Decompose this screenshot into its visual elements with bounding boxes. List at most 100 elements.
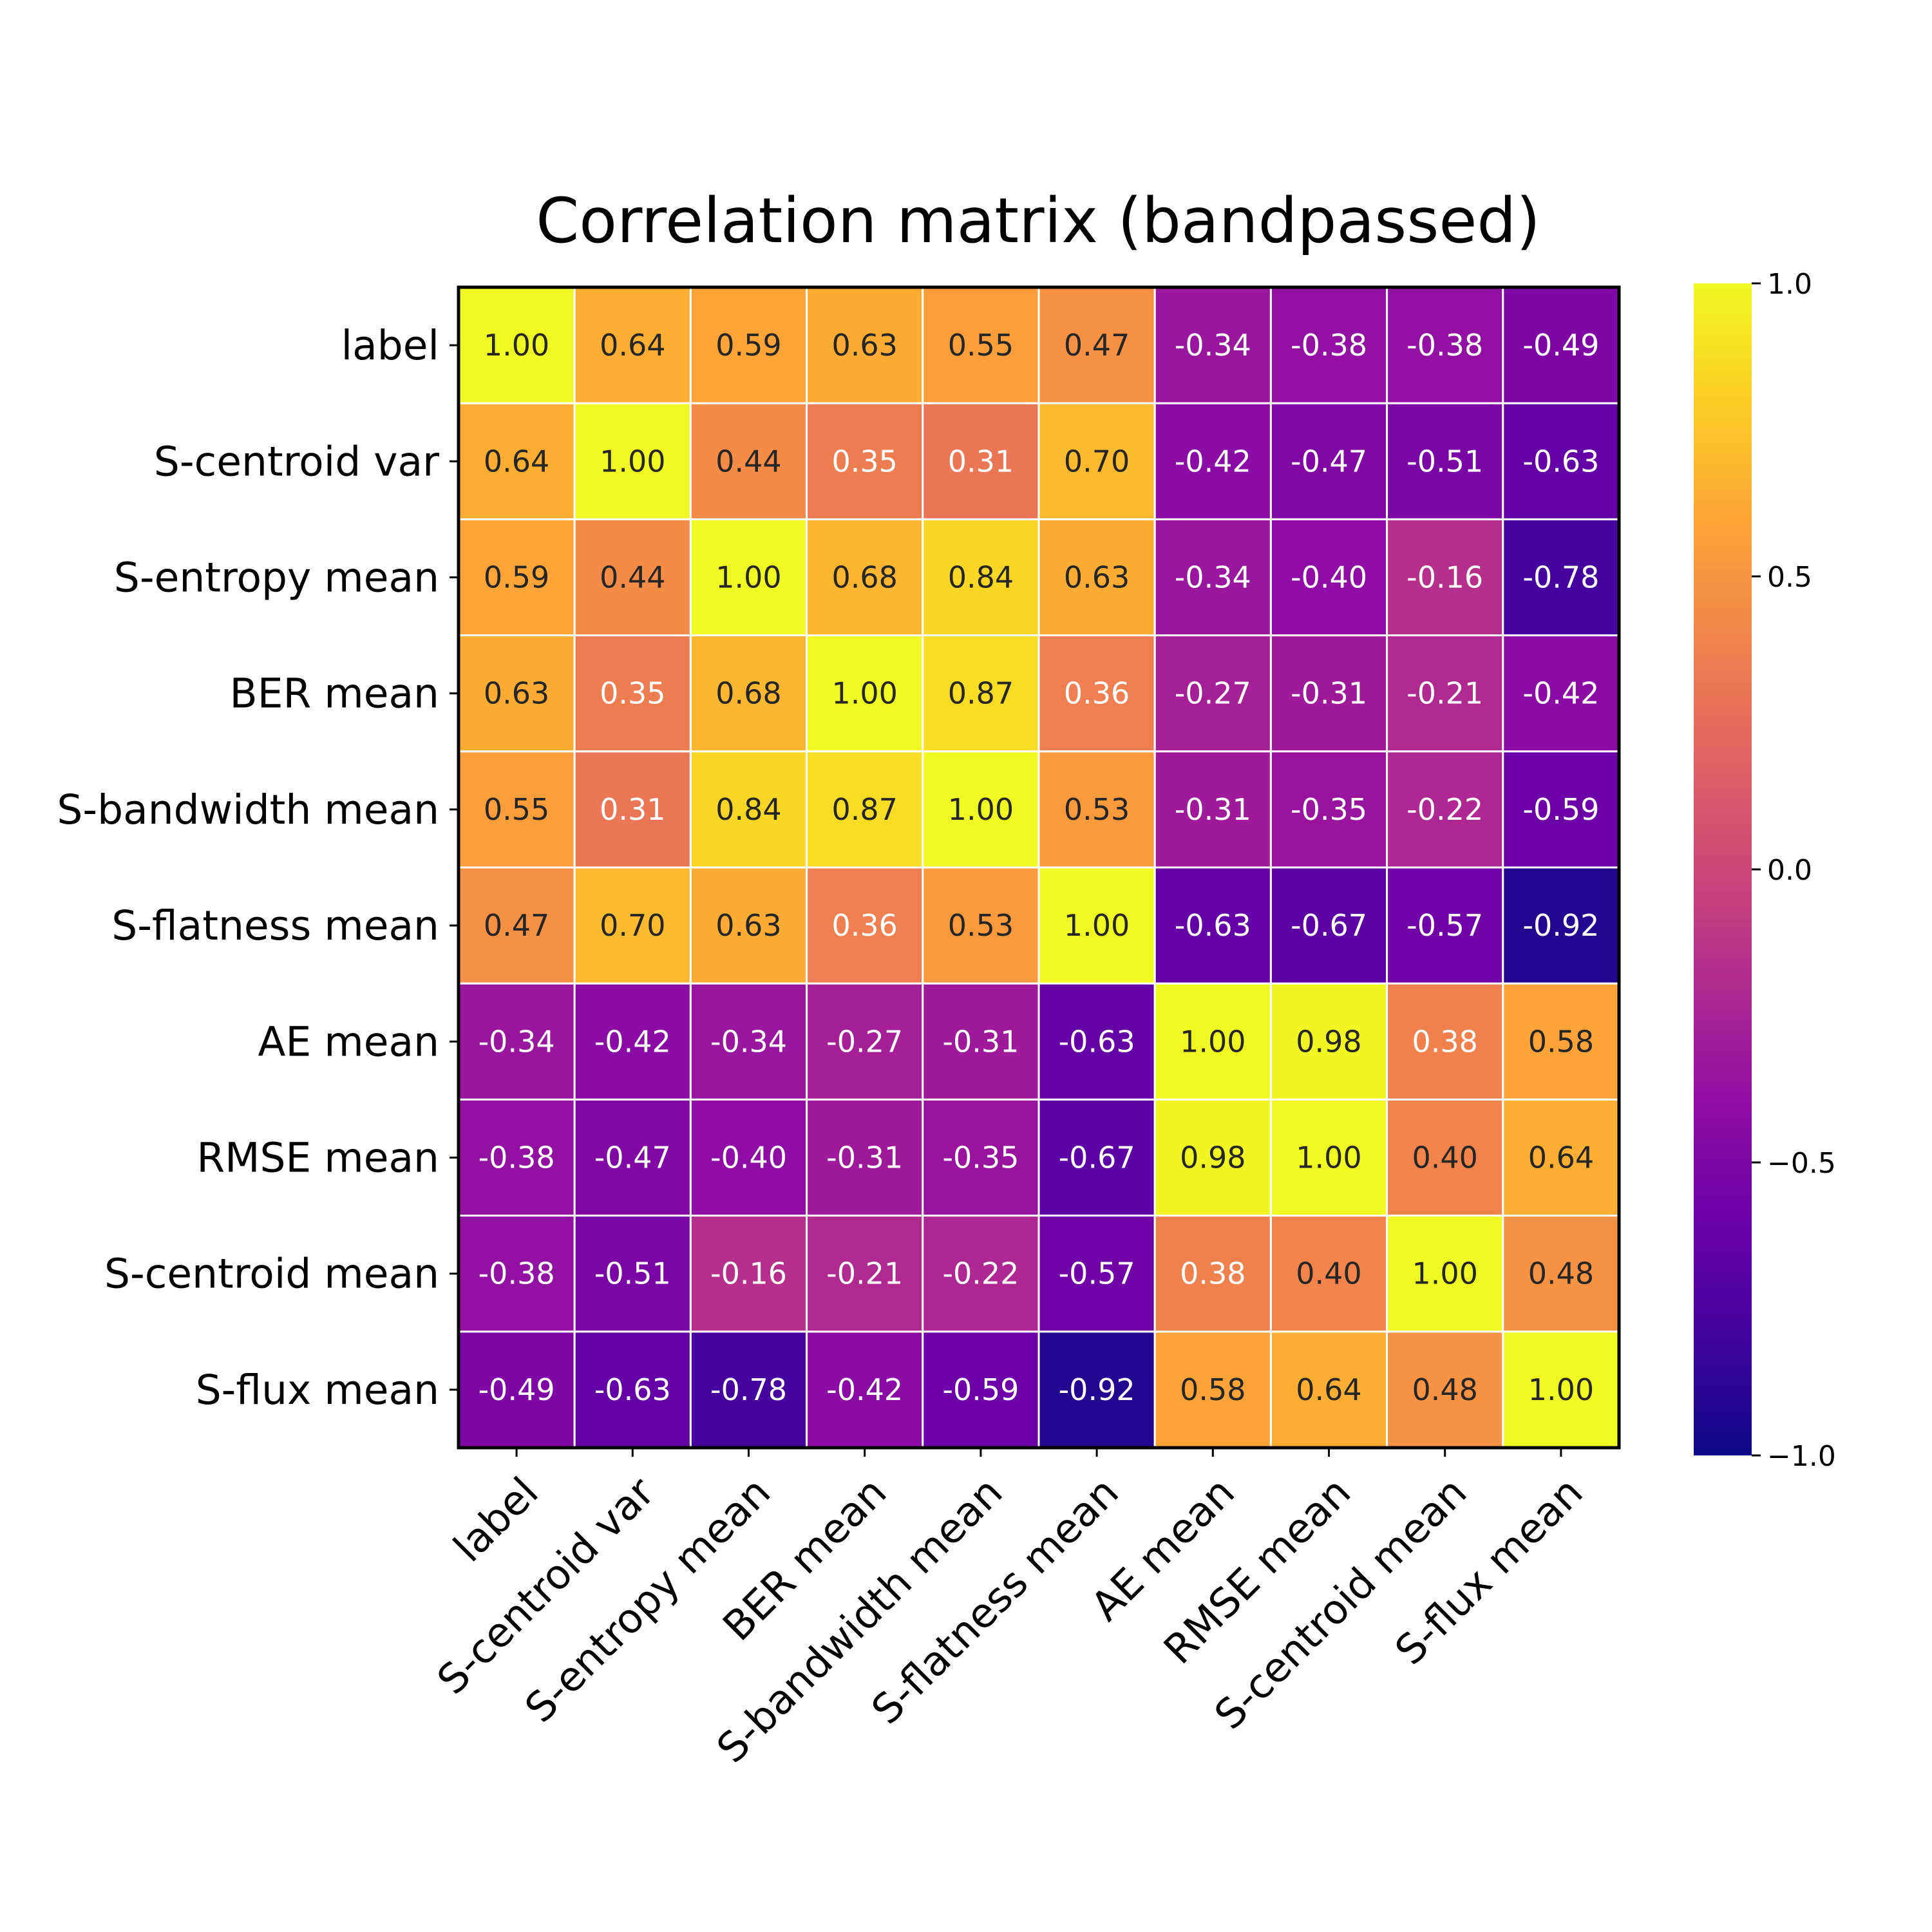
cell-value-label-r8-c1: -0.51 bbox=[594, 1256, 671, 1291]
chart-title: Correlation matrix (bandpassed) bbox=[536, 185, 1540, 257]
cell-value-label-r9-c3: -0.42 bbox=[826, 1372, 903, 1407]
heatmap-cell-r6-c7 bbox=[1269, 982, 1388, 1101]
cell-value-label-r3-c7: -0.31 bbox=[1291, 676, 1367, 711]
heatmap-cell-r8-c1 bbox=[573, 1215, 692, 1333]
y-tick-label-s-centroid-var: S-centroid var bbox=[154, 438, 439, 485]
heatmap-cell-r9-c0 bbox=[457, 1331, 576, 1449]
heatmap-cell-r7-c7 bbox=[1269, 1098, 1388, 1217]
heatmap-cell-r4-c8 bbox=[1386, 750, 1504, 869]
cell-value-label-r8-c9: 0.48 bbox=[1528, 1256, 1594, 1291]
cell-value-label-r9-c2: -0.78 bbox=[710, 1372, 787, 1407]
cell-value-label-r5-c1: 0.70 bbox=[600, 908, 665, 943]
heatmap-cell-r5-c3 bbox=[806, 866, 924, 985]
heatmap-cell-r4-c6 bbox=[1153, 750, 1272, 869]
heatmap-cell-r7-c4 bbox=[922, 1098, 1040, 1217]
heatmap-cell-r0-c5 bbox=[1037, 286, 1156, 404]
colorbar-gradient bbox=[1694, 283, 1752, 1455]
y-tick-label-s-flatness-mean: S-flatness mean bbox=[111, 902, 439, 949]
cell-value-label-r3-c4: 0.87 bbox=[948, 676, 1014, 711]
cell-value-label-r1-c3: 0.35 bbox=[831, 444, 897, 478]
heatmap-cell-r4-c4 bbox=[922, 750, 1040, 869]
cell-value-label-r5-c7: -0.67 bbox=[1291, 908, 1367, 943]
cell-value-label-r0-c4: 0.55 bbox=[948, 328, 1014, 363]
cell-value-label-r9-c4: -0.59 bbox=[942, 1372, 1019, 1407]
cell-value-label-r7-c3: -0.31 bbox=[826, 1141, 903, 1175]
cell-value-label-r1-c9: -0.63 bbox=[1522, 444, 1599, 478]
cell-value-label-r2-c0: 0.59 bbox=[484, 560, 549, 595]
cell-value-label-r9-c1: -0.63 bbox=[594, 1372, 671, 1407]
cell-value-label-r5-c4: 0.53 bbox=[948, 908, 1014, 943]
cell-value-label-r1-c5: 0.70 bbox=[1064, 444, 1130, 478]
heatmap-cell-r6-c5 bbox=[1037, 982, 1156, 1101]
heatmap-cell-r7-c6 bbox=[1153, 1098, 1272, 1217]
heatmap-cell-r3-c0 bbox=[457, 634, 576, 753]
heatmap-cell-r9-c5 bbox=[1037, 1331, 1156, 1449]
colorbar: 1.0 0.5 0.0 −0.5 −1.0 bbox=[1694, 268, 1836, 1473]
heatmap-cell-r0-c1 bbox=[573, 286, 692, 404]
heatmap-cell-r8-c8 bbox=[1386, 1215, 1504, 1333]
heatmap-cell-r4-c7 bbox=[1269, 750, 1388, 869]
cell-value-label-r0-c9: -0.49 bbox=[1522, 328, 1599, 363]
cell-value-label-r5-c9: -0.92 bbox=[1522, 908, 1599, 943]
heatmap-cell-r9-c9 bbox=[1502, 1331, 1620, 1449]
heatmap-cell-r7-c1 bbox=[573, 1098, 692, 1217]
heatmap-cell-r2-c1 bbox=[573, 518, 692, 637]
cell-value-label-r2-c6: -0.34 bbox=[1175, 560, 1251, 595]
heatmap-cell-r3-c5 bbox=[1037, 634, 1156, 753]
cell-value-label-r6-c0: -0.34 bbox=[478, 1024, 555, 1059]
cell-value-label-r2-c3: 0.68 bbox=[831, 560, 897, 595]
cell-value-label-r0-c0: 1.00 bbox=[484, 328, 549, 363]
cell-value-label-r8-c2: -0.16 bbox=[710, 1256, 787, 1291]
cell-value-label-r7-c9: 0.64 bbox=[1528, 1141, 1594, 1175]
cell-value-label-r1-c8: -0.51 bbox=[1406, 444, 1483, 478]
heatmap-cell-r1-c7 bbox=[1269, 402, 1388, 520]
cell-value-label-r8-c5: -0.57 bbox=[1059, 1256, 1135, 1291]
cell-value-label-r6-c2: -0.34 bbox=[710, 1024, 787, 1059]
cell-value-label-r0-c3: 0.63 bbox=[831, 328, 897, 363]
y-tick-label-s-entropy-mean: S-entropy mean bbox=[114, 554, 439, 601]
heatmap-cell-labels: 1.00 0.64 0.59 0.63 0.55 0.47 -0.34 -0.38 -0.38 -… bbox=[478, 328, 1600, 1407]
cell-value-label-r9-c5: -0.92 bbox=[1059, 1372, 1135, 1407]
heatmap-cell-r9-c7 bbox=[1269, 1331, 1388, 1449]
plot-frame bbox=[457, 285, 1621, 1450]
y-tick-label-s-bandwidth-mean: S-bandwidth mean bbox=[57, 786, 439, 833]
cell-value-label-r6-c4: -0.31 bbox=[942, 1024, 1019, 1059]
heatmap-cell-r5-c8 bbox=[1386, 866, 1504, 985]
y-tick-label-s-flux-mean: S-flux mean bbox=[196, 1367, 439, 1414]
cell-value-label-r3-c3: 1.00 bbox=[831, 676, 897, 711]
y-tick-label-label: label bbox=[341, 322, 439, 369]
heatmap-cell-r4-c5 bbox=[1037, 750, 1156, 869]
heatmap-cell-r1-c9 bbox=[1502, 402, 1620, 520]
cell-value-label-r9-c0: -0.49 bbox=[478, 1372, 555, 1407]
cell-value-label-r7-c5: -0.67 bbox=[1059, 1141, 1135, 1175]
heatmap-cell-r5-c5 bbox=[1037, 866, 1156, 985]
cell-value-label-r6-c6: 1.00 bbox=[1180, 1024, 1245, 1059]
cell-value-label-r2-c7: -0.40 bbox=[1291, 560, 1367, 595]
cell-value-label-r9-c8: 0.48 bbox=[1412, 1372, 1477, 1407]
cell-value-label-r0-c6: -0.34 bbox=[1175, 328, 1251, 363]
cell-value-label-r8-c3: -0.21 bbox=[826, 1256, 903, 1291]
cell-value-label-r6-c3: -0.27 bbox=[826, 1024, 903, 1059]
heatmap-cell-r9-c8 bbox=[1386, 1331, 1504, 1449]
heatmap-cell-r2-c7 bbox=[1269, 518, 1388, 637]
cell-value-label-r6-c5: -0.63 bbox=[1059, 1024, 1135, 1059]
cell-value-label-r3-c5: 0.36 bbox=[1064, 676, 1130, 711]
heatmap-cell-r8-c3 bbox=[806, 1215, 924, 1333]
cell-value-label-r5-c8: -0.57 bbox=[1406, 908, 1483, 943]
cell-value-label-r6-c7: 0.98 bbox=[1296, 1024, 1361, 1059]
cell-value-label-r8-c4: -0.22 bbox=[942, 1256, 1019, 1291]
heatmap-cell-r0-c7 bbox=[1269, 286, 1388, 404]
colorbar-tick-label: 0.5 bbox=[1767, 561, 1812, 594]
heatmap-cell-r1-c1 bbox=[573, 402, 692, 520]
heatmap-cell-r7-c8 bbox=[1386, 1098, 1504, 1217]
heatmap-cell-r4-c1 bbox=[573, 750, 692, 869]
heatmap-cell-r7-c2 bbox=[689, 1098, 808, 1217]
heatmap-cell-r7-c5 bbox=[1037, 1098, 1156, 1217]
cell-value-label-r5-c5: 1.00 bbox=[1064, 908, 1130, 943]
cell-value-label-r4-c0: 0.55 bbox=[484, 792, 549, 827]
cell-value-label-r3-c1: 0.35 bbox=[600, 676, 665, 711]
cell-value-label-r7-c7: 1.00 bbox=[1296, 1141, 1361, 1175]
heatmap-cell-r7-c3 bbox=[806, 1098, 924, 1217]
heatmap-cell-r9-c6 bbox=[1153, 1331, 1272, 1449]
